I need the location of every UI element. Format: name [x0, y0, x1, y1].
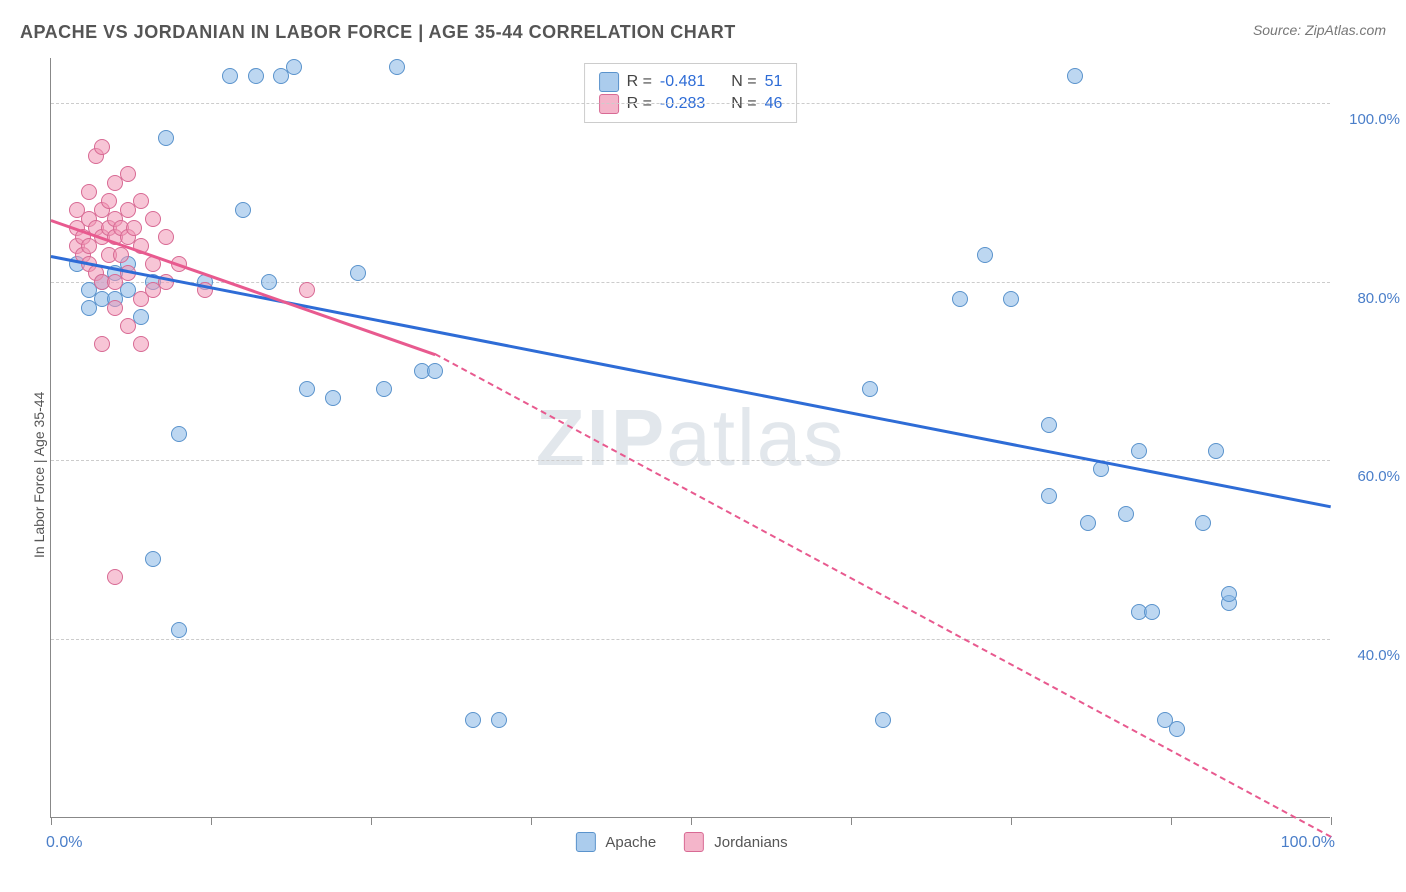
data-point — [158, 229, 174, 245]
data-point — [875, 712, 891, 728]
data-point — [350, 265, 366, 281]
n-value: 46 — [765, 95, 783, 113]
chart-container: APACHE VS JORDANIAN IN LABOR FORCE | AGE… — [0, 0, 1406, 892]
x-tick — [211, 817, 212, 825]
legend-stat-row: R = -0.481 N = 51 — [599, 72, 783, 92]
data-point — [1041, 488, 1057, 504]
data-point — [491, 712, 507, 728]
x-tick — [1331, 817, 1332, 825]
plot-area: In Labor Force | Age 35-44 ZIPatlas R =-… — [50, 58, 1330, 818]
x-tick — [851, 817, 852, 825]
legend-stat-row: R = -0.283 N = 46 — [599, 94, 783, 114]
data-point — [1169, 721, 1185, 737]
data-point — [120, 318, 136, 334]
data-point — [1144, 604, 1160, 620]
x-tick — [51, 817, 52, 825]
data-point — [248, 68, 264, 84]
data-point — [325, 390, 341, 406]
data-point — [171, 622, 187, 638]
data-point — [1118, 506, 1134, 522]
x-axis-max-label: 100.0% — [1281, 834, 1335, 852]
data-point — [107, 569, 123, 585]
data-point — [107, 300, 123, 316]
y-tick-label: 100.0% — [1349, 111, 1400, 128]
trend-line-dashed — [435, 353, 1332, 838]
data-point — [1041, 417, 1057, 433]
r-label: R = — [627, 73, 652, 91]
gridline — [51, 460, 1330, 461]
watermark: ZIPatlas — [536, 392, 845, 484]
data-point — [1221, 586, 1237, 602]
data-point — [1131, 443, 1147, 459]
legend-swatch — [575, 832, 595, 852]
data-point — [94, 139, 110, 155]
y-axis-title: In Labor Force | Age 35-44 — [31, 392, 47, 558]
trend-line — [51, 255, 1331, 508]
data-point — [862, 381, 878, 397]
data-point — [376, 381, 392, 397]
chart-title: APACHE VS JORDANIAN IN LABOR FORCE | AGE… — [20, 22, 736, 43]
data-point — [465, 712, 481, 728]
data-point — [952, 291, 968, 307]
r-value: -0.481 — [660, 73, 705, 91]
gridline — [51, 639, 1330, 640]
legend-label: Jordanians — [714, 834, 787, 851]
data-point — [1208, 443, 1224, 459]
source-label: Source: ZipAtlas.com — [1253, 22, 1386, 38]
data-point — [145, 211, 161, 227]
data-point — [126, 220, 142, 236]
data-point — [261, 274, 277, 290]
data-point — [299, 282, 315, 298]
x-tick — [691, 817, 692, 825]
legend-swatch — [684, 832, 704, 852]
data-point — [158, 130, 174, 146]
legend-swatch — [599, 94, 619, 114]
data-point — [113, 247, 129, 263]
data-point — [427, 363, 443, 379]
legend-label: Apache — [605, 834, 656, 851]
data-point — [145, 551, 161, 567]
gridline — [51, 103, 1330, 104]
trend-line — [51, 219, 436, 355]
data-point — [977, 247, 993, 263]
r-value: -0.283 — [660, 95, 705, 113]
data-point — [222, 68, 238, 84]
x-tick — [371, 817, 372, 825]
y-tick-label: 80.0% — [1357, 290, 1400, 307]
data-point — [1195, 515, 1211, 531]
legend-series: Apache Jordanians — [575, 832, 805, 852]
x-axis-min-label: 0.0% — [46, 834, 82, 852]
gridline — [51, 282, 1330, 283]
data-point — [101, 193, 117, 209]
data-point — [286, 59, 302, 75]
n-value: 51 — [765, 73, 783, 91]
r-label: R = — [627, 95, 652, 113]
data-point — [1003, 291, 1019, 307]
y-tick-label: 40.0% — [1357, 647, 1400, 664]
data-point — [94, 336, 110, 352]
legend-stats: R = -0.481 N = 51 R = -0.283 N = 46 — [584, 63, 798, 123]
data-point — [235, 202, 251, 218]
data-point — [120, 166, 136, 182]
n-label: N = — [731, 95, 756, 113]
x-tick — [1011, 817, 1012, 825]
x-tick — [531, 817, 532, 825]
data-point — [171, 426, 187, 442]
n-label: N = — [731, 73, 756, 91]
data-point — [81, 184, 97, 200]
data-point — [299, 381, 315, 397]
data-point — [389, 59, 405, 75]
data-point — [133, 193, 149, 209]
x-tick — [1171, 817, 1172, 825]
data-point — [133, 336, 149, 352]
legend-swatch — [599, 72, 619, 92]
y-tick-label: 60.0% — [1357, 468, 1400, 485]
data-point — [1067, 68, 1083, 84]
data-point — [1080, 515, 1096, 531]
